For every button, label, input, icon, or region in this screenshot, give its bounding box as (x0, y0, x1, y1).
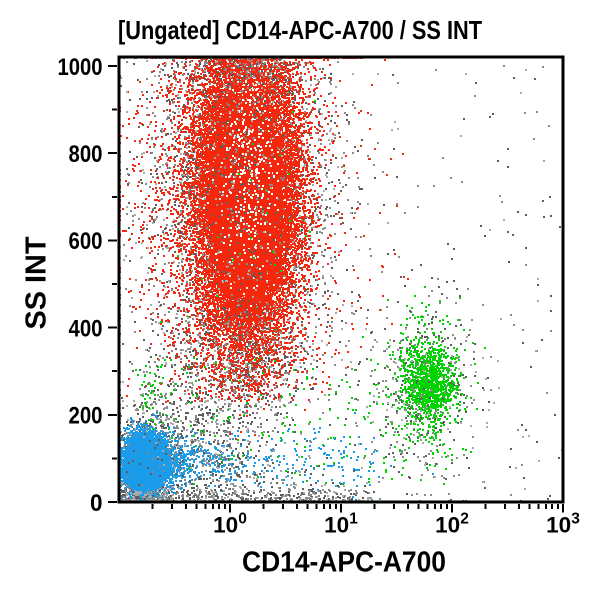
svg-text:800: 800 (69, 141, 103, 168)
svg-text:SS INT: SS INT (21, 236, 53, 329)
svg-text:[Ungated] CD14-APC-A700 / SS I: [Ungated] CD14-APC-A700 / SS INT (118, 15, 482, 45)
svg-text:1000: 1000 (58, 54, 103, 81)
svg-text:400: 400 (69, 315, 103, 342)
svg-text:200: 200 (69, 403, 103, 430)
svg-text:102: 102 (435, 511, 469, 538)
svg-text:CD14-APC-A700: CD14-APC-A700 (242, 547, 446, 579)
svg-text:600: 600 (69, 228, 103, 255)
svg-text:0: 0 (90, 490, 103, 517)
